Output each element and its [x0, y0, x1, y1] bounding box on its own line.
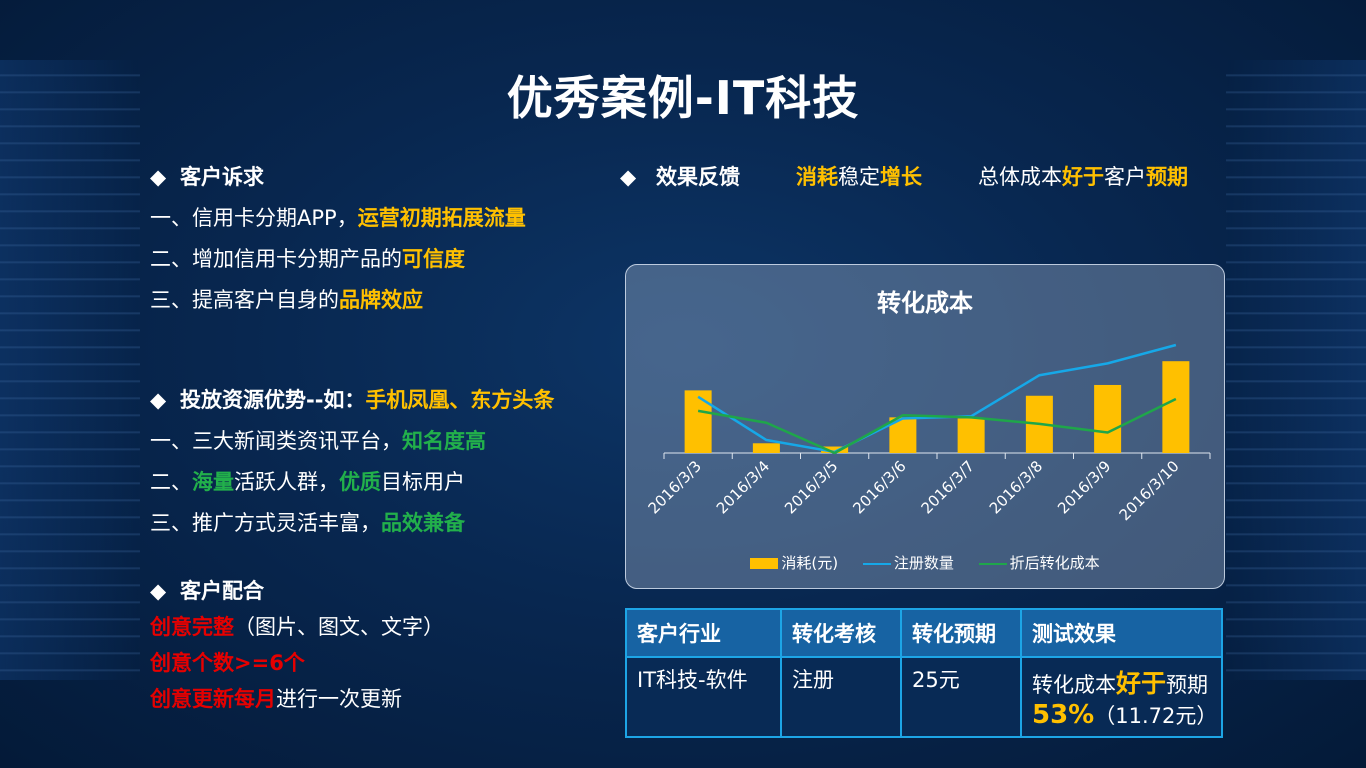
feedback-cost: 总体成本好于客户预期	[978, 165, 1188, 189]
result-percent: 53%	[1032, 700, 1095, 730]
result-value: （11.72元）	[1094, 704, 1218, 728]
legend-line-swatch	[978, 562, 1007, 565]
requirement-line: 二、增加信用卡分期产品的可信度	[150, 247, 465, 271]
resource-line: 一、三大新闻类资讯平台，知名度高	[150, 429, 486, 453]
x-tick-label: 2016/3/4	[713, 457, 773, 517]
legend-item-discounted-cost: 折后转化成本	[978, 552, 1100, 573]
cooperation-heading: ◆ 客户配合	[150, 573, 444, 609]
x-tick-label: 2016/3/5	[781, 457, 841, 517]
x-tick-label: 2016/3/7	[918, 457, 978, 517]
feedback-header: ◆ 效果反馈 消耗稳定增长 总体成本好于客户预期	[620, 157, 1188, 198]
right-decoration	[1226, 60, 1366, 680]
table-header-cell: 转化考核	[780, 608, 902, 658]
cooperation-line: 创意更新每月进行一次更新	[150, 687, 402, 711]
table-header-cell: 客户行业	[625, 608, 782, 658]
legend-item-consumption: 消耗(元)	[750, 552, 838, 573]
bar-2016/3/7	[957, 418, 985, 453]
result-table: 客户行业 转化考核 转化预期 测试效果 IT科技-软件 注册 25元 转化成本好…	[625, 608, 1223, 738]
series-line-1	[697, 397, 1177, 455]
x-tick-label: 2016/3/6	[849, 457, 909, 517]
resources-heading: ◆ 投放资源优势--如：手机凤凰、东方头条	[150, 380, 554, 421]
x-tick-label: 2016/3/3	[645, 457, 705, 517]
diamond-bullet-icon: ◆	[150, 388, 167, 412]
resource-line: 二、海量活跃人群，优质目标用户	[150, 470, 465, 494]
cooperation-line: 创意个数>=6个	[150, 651, 305, 675]
bar-2016/3/5	[821, 446, 849, 453]
resource-line: 三、推广方式灵活丰富，品效兼备	[150, 511, 465, 535]
diamond-bullet-icon: ◆	[150, 165, 167, 189]
x-tick-label: 2016/3/10	[1116, 457, 1183, 524]
requirements-heading: ◆ 客户诉求	[150, 157, 526, 198]
bar-2016/3/3	[684, 390, 712, 453]
chart-plot: 2016/3/3 2016/3/4 2016/3/5 2016/3/6 2016/3/7…	[645, 343, 1211, 524]
chart-legend: 消耗(元) 注册数量 折后转化成本	[626, 552, 1224, 573]
requirements-section: ◆ 客户诉求 一、信用卡分期APP，运营初期拓展流量 二、增加信用卡分期产品的可信…	[150, 157, 526, 321]
x-tick-label: 2016/3/9	[1054, 457, 1114, 517]
conversion-cost-chart: 转化成本 2016/3/3 2016/3/4 2016/3/5 2016/3/6 201…	[625, 264, 1225, 589]
diamond-bullet-icon: ◆	[620, 165, 637, 189]
legend-bar-swatch	[750, 558, 779, 569]
table-cell-industry: IT科技-软件	[625, 656, 782, 738]
x-tick-label: 2016/3/8	[986, 457, 1046, 517]
chart-title: 转化成本	[877, 289, 973, 317]
table-cell-metric: 注册	[780, 656, 902, 738]
bar-2016/3/4	[752, 443, 780, 453]
bar-2016/3/9	[1094, 384, 1122, 453]
requirement-line: 三、提高客户自身的品牌效应	[150, 288, 423, 312]
table-header-row: 客户行业 转化考核 转化预期 测试效果	[625, 608, 1223, 658]
cooperation-section: ◆ 客户配合 创意完整（图片、图文、文字） 创意个数>=6个 创意更新每月进行一次…	[150, 573, 444, 717]
feedback-heading: 效果反馈	[656, 165, 740, 189]
requirement-line: 一、信用卡分期APP，运营初期拓展流量	[150, 206, 526, 230]
feedback-consumption: 消耗稳定增长	[796, 165, 922, 189]
table-header-cell: 转化预期	[900, 608, 1022, 658]
cooperation-line: 创意完整（图片、图文、文字）	[150, 615, 444, 639]
bar-2016/3/10	[1162, 361, 1190, 453]
table-row: IT科技-软件 注册 25元 转化成本好于预期 53%（11.72元）	[625, 656, 1223, 738]
left-decoration	[0, 60, 140, 680]
page-title: 优秀案例-IT科技	[506, 71, 860, 125]
table-header-cell: 测试效果	[1020, 608, 1223, 658]
legend-item-registrations: 注册数量	[862, 552, 954, 573]
diamond-bullet-icon: ◆	[150, 579, 167, 603]
legend-line-swatch	[862, 562, 891, 565]
table-cell-result: 转化成本好于预期 53%（11.72元）	[1020, 656, 1223, 738]
resources-section: ◆ 投放资源优势--如：手机凤凰、东方头条 一、三大新闻类资讯平台，知名度高 二、…	[150, 380, 554, 544]
table-cell-expected: 25元	[900, 656, 1022, 738]
